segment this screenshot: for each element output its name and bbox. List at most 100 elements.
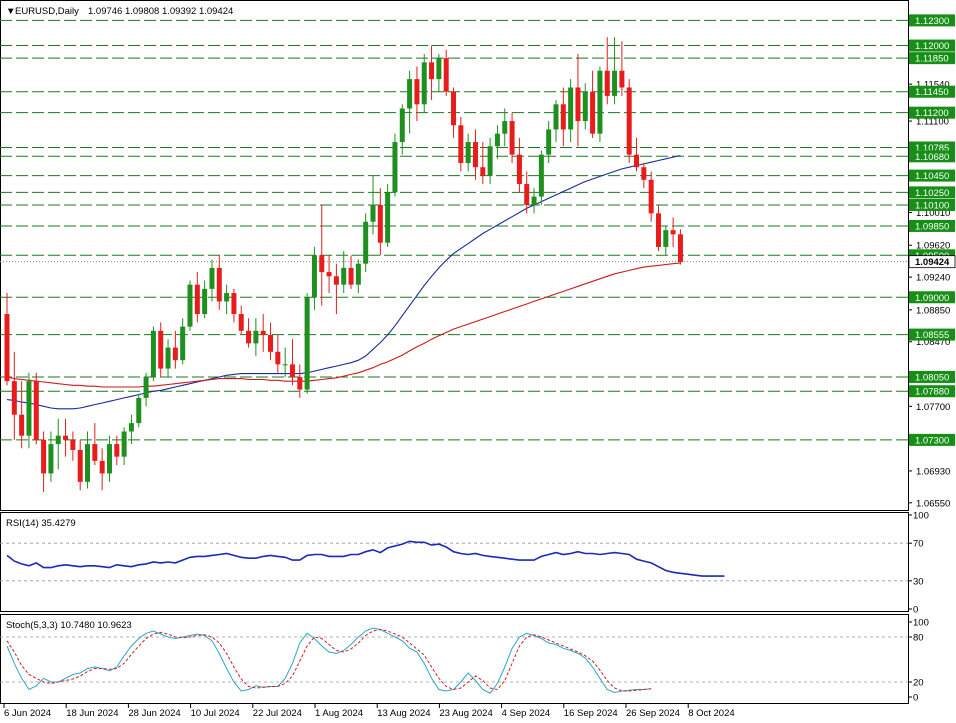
- candle-bull: [55, 435, 61, 445]
- candle-bull: [121, 431, 127, 457]
- level-label-box: [909, 291, 955, 304]
- candle-bear: [114, 444, 120, 457]
- candle-bull: [538, 154, 544, 197]
- price-scale: 1.11540 1.11100 1.10010 1.09620 1.09240 1.088…: [908, 14, 956, 509]
- moving-average-line: [6, 262, 681, 388]
- level-label: 1.09000: [915, 293, 949, 304]
- level-label: 1.07880: [915, 387, 949, 398]
- rsi-panel-frame: [0, 512, 909, 612]
- candle-bull: [407, 79, 413, 109]
- candle-bull: [465, 142, 471, 164]
- candle-bull: [253, 330, 259, 344]
- candle-bear: [560, 104, 566, 130]
- candle-bear: [348, 267, 354, 285]
- candle-bull: [106, 444, 112, 474]
- level-label-box: [909, 385, 955, 398]
- symbol-arrow-icon[interactable]: ▼: [6, 6, 15, 17]
- candle-bull: [304, 297, 310, 390]
- candle-bull: [436, 58, 442, 80]
- candle-bull: [136, 397, 142, 424]
- candle-bull: [553, 104, 559, 130]
- current-price-label: 1.09424: [915, 257, 950, 268]
- candle-bull: [421, 62, 427, 105]
- date-axis: 6 Jun 2024 18 Jun 2024 28 Jun 2024 10 Jul 2…: [3, 704, 735, 719]
- candle-bear: [194, 284, 200, 315]
- level-label-box: [909, 150, 955, 163]
- candle-bull: [582, 91, 588, 122]
- candle-bear: [231, 293, 237, 315]
- candle-bear: [4, 314, 10, 382]
- candle-bull: [392, 142, 398, 193]
- price-tick-label: 1.09240: [916, 273, 950, 284]
- candle-bear: [297, 376, 303, 390]
- candle-bull: [128, 423, 134, 432]
- candle-bear: [19, 414, 25, 436]
- candle-bull: [363, 221, 369, 264]
- moving-averages: [6, 154, 681, 410]
- date-label: 1 Aug 2024: [315, 708, 363, 719]
- candle-bear: [77, 449, 83, 482]
- level-label-box: [909, 85, 955, 98]
- candle-bear: [670, 230, 676, 235]
- level-label-box: [909, 39, 955, 52]
- candle-bull: [311, 255, 317, 298]
- candle-bear: [443, 58, 449, 92]
- level-label: 1.08050: [915, 372, 949, 383]
- candle-bull: [385, 192, 391, 243]
- candle-bear: [275, 351, 281, 365]
- candle-bear: [268, 335, 274, 352]
- candle-bear: [377, 204, 383, 243]
- level-label-box: [909, 169, 955, 182]
- date-label: 22 Jul 2024: [253, 708, 302, 719]
- candle-bear: [619, 70, 625, 88]
- candle-bear: [458, 125, 464, 164]
- level-label-box: [909, 219, 955, 232]
- level-label-box: [909, 106, 955, 119]
- candle-bull: [355, 263, 361, 285]
- candle-bear: [99, 460, 105, 474]
- candle-bull: [150, 330, 156, 377]
- level-label-box: [909, 52, 955, 65]
- current-price-box: [908, 255, 956, 269]
- candle-bear: [641, 167, 647, 180]
- candle-bear: [333, 276, 339, 285]
- candle-bear: [590, 91, 596, 134]
- candle-bull: [546, 129, 552, 155]
- candle-bear: [472, 142, 478, 168]
- rsi-tick-label: 0: [913, 605, 918, 616]
- candle-bear: [575, 87, 581, 122]
- level-label: 1.11450: [915, 87, 949, 98]
- stoch-panel-frame: [0, 614, 909, 704]
- candle-bear: [246, 330, 252, 344]
- level-label-box: [909, 186, 955, 199]
- candle-bear: [92, 444, 98, 461]
- rsi-title: RSI(14) 35.4279: [6, 518, 76, 529]
- price-tick-label: 1.10010: [916, 208, 950, 219]
- date-label: 4 Sep 2024: [502, 708, 551, 719]
- candle-bull: [487, 146, 493, 176]
- candle-bear: [516, 154, 522, 184]
- candle-bull: [663, 230, 669, 247]
- price-tick-label: 1.11540: [916, 80, 950, 91]
- candles: [4, 37, 683, 492]
- candle-bear: [480, 167, 486, 176]
- candle-bull: [370, 204, 376, 222]
- date-label: 28 Jun 2024: [128, 708, 180, 719]
- price-tick-label: 1.08850: [916, 305, 950, 316]
- rsi-panel: 100 70 30 0: [0, 511, 929, 616]
- rsi-tick-label: 70: [913, 539, 924, 550]
- candle-bear: [216, 267, 222, 302]
- date-label: 18 Jun 2024: [66, 708, 118, 719]
- date-label: 6 Jun 2024: [4, 708, 51, 719]
- level-label-box: [909, 433, 955, 446]
- candle-bull: [180, 326, 186, 361]
- candle-bull: [165, 347, 171, 369]
- level-label: 1.10680: [915, 152, 949, 163]
- candle-bear: [319, 255, 325, 273]
- level-label-box: [909, 328, 955, 341]
- level-label: 1.10100: [915, 200, 949, 211]
- candle-bear: [172, 347, 178, 361]
- candle-bear: [289, 364, 295, 377]
- candle-bear: [238, 314, 244, 331]
- level-label: 1.11200: [915, 108, 949, 119]
